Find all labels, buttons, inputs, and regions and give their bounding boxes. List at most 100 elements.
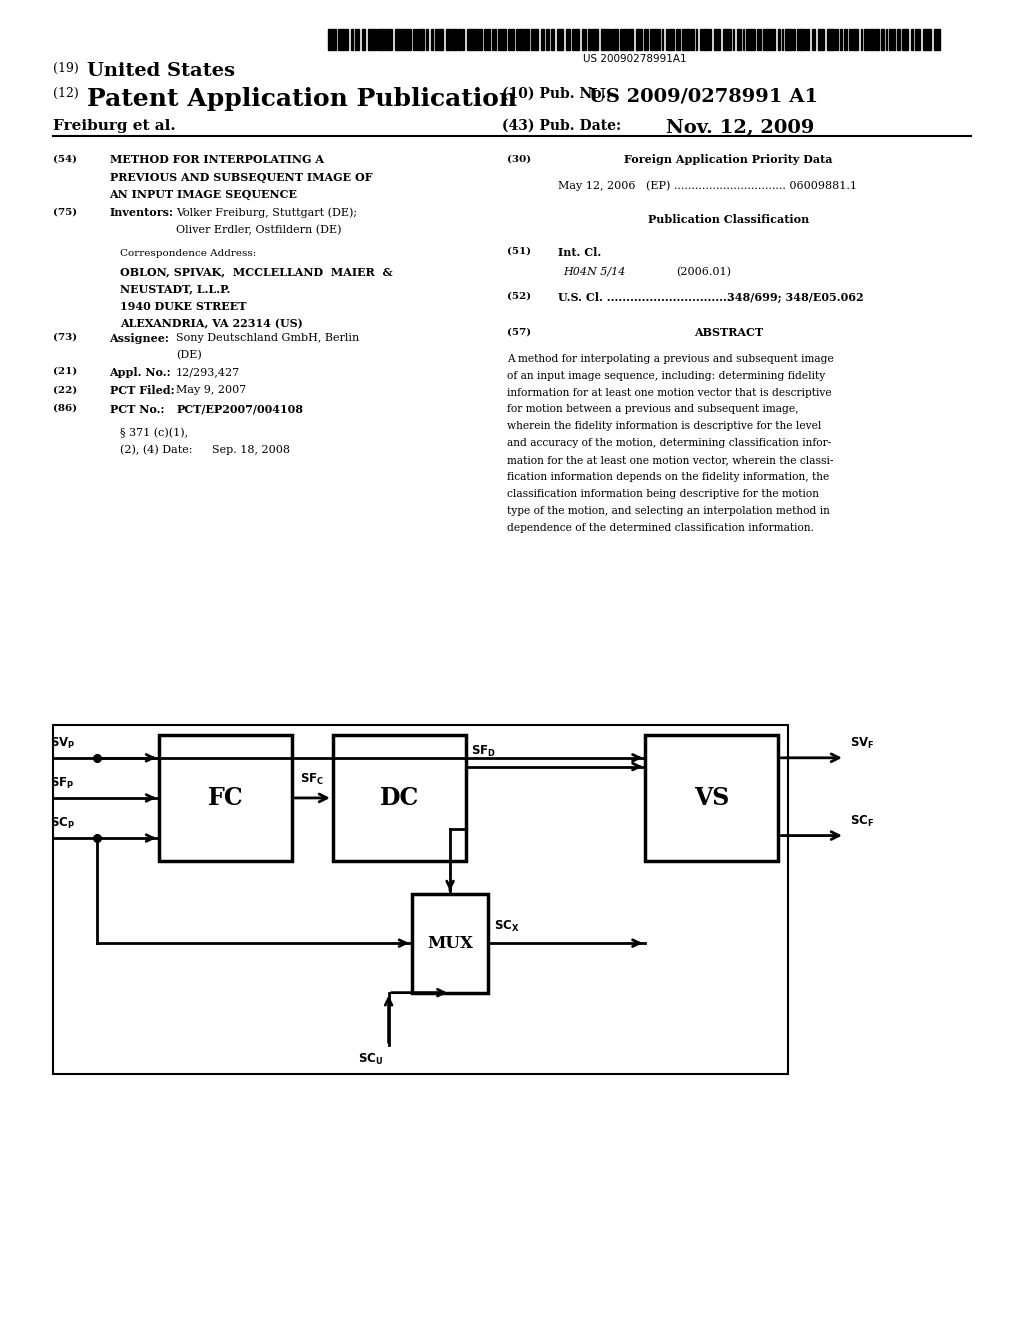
Text: Foreign Application Priority Data: Foreign Application Priority Data xyxy=(625,154,833,165)
Text: Correspondence Address:: Correspondence Address: xyxy=(120,249,256,259)
Bar xyxy=(772,29,775,50)
Bar xyxy=(377,29,385,50)
Text: (75): (75) xyxy=(53,207,78,216)
Text: (57): (57) xyxy=(507,327,531,337)
Bar xyxy=(484,29,490,50)
Bar xyxy=(703,29,708,50)
Bar xyxy=(723,29,731,50)
Text: May 9, 2007: May 9, 2007 xyxy=(176,385,247,396)
Text: (2006.01): (2006.01) xyxy=(676,267,731,277)
Bar xyxy=(592,29,598,50)
Text: Patent Application Publication: Patent Application Publication xyxy=(87,87,517,111)
Text: Volker Freiburg, Stuttgart (DE);: Volker Freiburg, Stuttgart (DE); xyxy=(176,207,357,218)
Bar xyxy=(582,29,584,50)
Bar xyxy=(431,29,433,50)
Bar xyxy=(778,29,780,50)
Bar xyxy=(666,29,667,50)
Bar xyxy=(676,29,680,50)
Text: of an input image sequence, including: determining fidelity: of an input image sequence, including: d… xyxy=(507,371,825,380)
Text: (2), (4) Date:: (2), (4) Date: xyxy=(120,445,193,455)
Text: (12): (12) xyxy=(53,87,83,100)
Text: $\mathbf{SC_F}$: $\mathbf{SC_F}$ xyxy=(850,814,874,829)
Text: $\mathbf{SC_X}$: $\mathbf{SC_X}$ xyxy=(494,919,519,935)
Bar xyxy=(818,29,824,50)
Bar xyxy=(840,29,842,50)
Text: Appl. No.:: Appl. No.: xyxy=(110,367,171,378)
Text: (86): (86) xyxy=(53,404,78,413)
Text: US 20090278991A1: US 20090278991A1 xyxy=(583,54,687,65)
Bar xyxy=(852,29,858,50)
Bar xyxy=(523,29,529,50)
Text: $\mathbf{SF_C}$: $\mathbf{SF_C}$ xyxy=(300,772,325,787)
Bar xyxy=(333,735,466,861)
Bar xyxy=(700,29,702,50)
Bar xyxy=(368,29,376,50)
Bar xyxy=(610,29,611,50)
Bar xyxy=(386,29,392,50)
Text: Inventors:: Inventors: xyxy=(110,207,173,218)
Bar xyxy=(572,29,579,50)
Text: VS: VS xyxy=(694,785,729,810)
Bar xyxy=(923,29,931,50)
Text: § 371 (c)(1),: § 371 (c)(1), xyxy=(120,428,188,438)
Bar xyxy=(53,725,788,1074)
Bar xyxy=(806,29,807,50)
Bar xyxy=(451,29,457,50)
Text: MUX: MUX xyxy=(427,935,473,952)
Bar xyxy=(849,29,851,50)
Text: AN INPUT IMAGE SEQUENCE: AN INPUT IMAGE SEQUENCE xyxy=(110,189,298,199)
Bar xyxy=(345,29,348,50)
Bar xyxy=(881,29,884,50)
Text: A method for interpolating a previous and subsequent image: A method for interpolating a previous an… xyxy=(507,354,834,364)
Text: (21): (21) xyxy=(53,367,78,376)
Bar xyxy=(743,29,744,50)
Bar xyxy=(668,29,674,50)
Bar xyxy=(915,29,920,50)
Bar xyxy=(760,29,761,50)
Bar xyxy=(837,29,838,50)
Bar xyxy=(620,29,628,50)
Text: information for at least one motion vector that is descriptive: information for at least one motion vect… xyxy=(507,388,831,397)
Bar xyxy=(446,29,450,50)
Bar xyxy=(351,29,353,50)
Text: Nov. 12, 2009: Nov. 12, 2009 xyxy=(666,119,814,137)
Text: Freiburg et al.: Freiburg et al. xyxy=(53,119,176,133)
Text: FC: FC xyxy=(208,785,243,810)
Bar xyxy=(159,735,292,861)
Bar xyxy=(426,29,428,50)
Text: 12/293,427: 12/293,427 xyxy=(176,367,241,378)
Text: May 12, 2006   (EP) ................................ 06009881.1: May 12, 2006 (EP) ......................… xyxy=(558,181,857,191)
Text: United States: United States xyxy=(87,62,236,81)
Bar xyxy=(435,29,443,50)
Text: $\mathbf{SF_D}$: $\mathbf{SF_D}$ xyxy=(471,743,496,759)
Bar xyxy=(844,29,847,50)
Bar xyxy=(492,29,493,50)
Bar xyxy=(494,29,496,50)
Bar xyxy=(733,29,734,50)
Bar xyxy=(412,894,488,993)
Text: (52): (52) xyxy=(507,292,531,301)
Text: $\mathbf{SV_F}$: $\mathbf{SV_F}$ xyxy=(850,737,874,751)
Bar xyxy=(585,29,586,50)
Text: (51): (51) xyxy=(507,247,531,256)
Text: Oliver Erdler, Ostfildern (DE): Oliver Erdler, Ostfildern (DE) xyxy=(176,224,342,235)
Bar xyxy=(696,29,697,50)
Bar xyxy=(355,29,359,50)
Text: and accuracy of the motion, determining classification infor-: and accuracy of the motion, determining … xyxy=(507,438,831,449)
Text: US 2009/0278991 A1: US 2009/0278991 A1 xyxy=(589,87,818,106)
Bar xyxy=(892,29,895,50)
Text: PCT/EP2007/004108: PCT/EP2007/004108 xyxy=(176,404,303,414)
Bar xyxy=(531,29,538,50)
Bar xyxy=(557,29,563,50)
Text: OBLON, SPIVAK,  MCCLELLAND  MAIER  &: OBLON, SPIVAK, MCCLELLAND MAIER & xyxy=(120,267,392,277)
Bar xyxy=(682,29,690,50)
Bar xyxy=(897,29,900,50)
Bar xyxy=(612,29,618,50)
Text: (73): (73) xyxy=(53,333,78,342)
Bar xyxy=(662,29,663,50)
Bar xyxy=(659,29,660,50)
Bar xyxy=(629,29,633,50)
Text: ABSTRACT: ABSTRACT xyxy=(694,327,763,338)
Bar xyxy=(902,29,908,50)
Bar xyxy=(793,29,795,50)
